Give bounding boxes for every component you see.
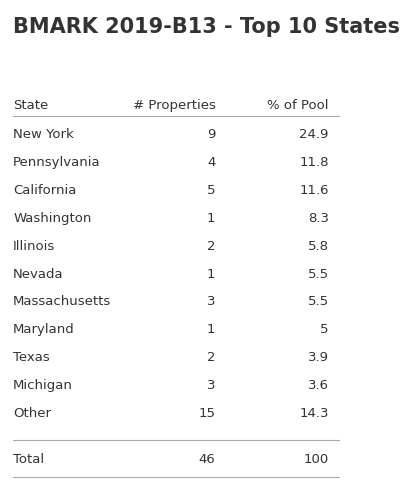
Text: 3: 3 [207,379,215,392]
Text: 3.9: 3.9 [308,351,329,364]
Text: 3: 3 [207,296,215,308]
Text: 4: 4 [207,156,215,169]
Text: Total: Total [13,453,44,467]
Text: Washington: Washington [13,212,92,225]
Text: 5: 5 [320,323,329,337]
Text: California: California [13,184,76,197]
Text: Michigan: Michigan [13,379,73,392]
Text: 24.9: 24.9 [299,128,329,141]
Text: 2: 2 [207,240,215,253]
Text: # Properties: # Properties [133,99,215,112]
Text: BMARK 2019-B13 - Top 10 States: BMARK 2019-B13 - Top 10 States [13,17,400,37]
Text: Maryland: Maryland [13,323,75,337]
Text: New York: New York [13,128,74,141]
Text: 14.3: 14.3 [299,407,329,420]
Text: 5.8: 5.8 [308,240,329,253]
Text: Massachusetts: Massachusetts [13,296,111,308]
Text: 15: 15 [199,407,215,420]
Text: 9: 9 [207,128,215,141]
Text: 5: 5 [207,184,215,197]
Text: Nevada: Nevada [13,267,64,281]
Text: 5.5: 5.5 [308,267,329,281]
Text: 46: 46 [199,453,215,467]
Text: 2: 2 [207,351,215,364]
Text: 1: 1 [207,323,215,337]
Text: Illinois: Illinois [13,240,55,253]
Text: 5.5: 5.5 [308,296,329,308]
Text: Texas: Texas [13,351,50,364]
Text: 1: 1 [207,212,215,225]
Text: 1: 1 [207,267,215,281]
Text: State: State [13,99,48,112]
Text: 11.6: 11.6 [299,184,329,197]
Text: 11.8: 11.8 [299,156,329,169]
Text: % of Pool: % of Pool [267,99,329,112]
Text: 3.6: 3.6 [308,379,329,392]
Text: Other: Other [13,407,51,420]
Text: 8.3: 8.3 [308,212,329,225]
Text: Pennsylvania: Pennsylvania [13,156,101,169]
Text: 100: 100 [304,453,329,467]
